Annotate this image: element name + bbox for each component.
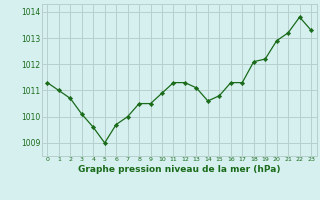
X-axis label: Graphe pression niveau de la mer (hPa): Graphe pression niveau de la mer (hPa) bbox=[78, 165, 280, 174]
